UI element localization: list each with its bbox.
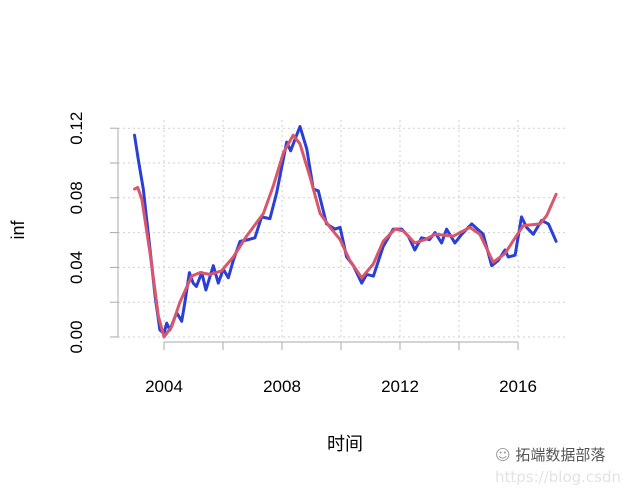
x-tick-label: 2012 — [381, 377, 419, 396]
y-tick-label: 0.00 — [67, 320, 86, 353]
x-tick-label: 2016 — [499, 377, 537, 396]
axes: 2004 2008 2012 2016 0.00 0.04 0.08 0.12 — [67, 112, 537, 396]
y-tick-label: 0.12 — [67, 112, 86, 145]
y-axis-title: inf — [8, 219, 28, 239]
watermark-brand-text: 拓端数据部落 — [515, 446, 606, 464]
series-line-2 — [133, 133, 558, 339]
watermark-brand: ☺ 拓端数据部落 — [495, 446, 605, 464]
watermark-url: https://blog.csdn — [495, 468, 622, 486]
y-tick-label: 0.04 — [67, 251, 86, 284]
series-line-1 — [133, 125, 558, 335]
x-axis-title: 时间 — [327, 434, 363, 454]
x-tick-label: 2008 — [263, 377, 301, 396]
grid — [118, 120, 569, 338]
wechat-logo-icon: ☺ — [495, 446, 511, 464]
x-tick-label: 2004 — [145, 377, 183, 396]
y-tick-label: 0.08 — [67, 181, 86, 214]
series-lines — [133, 125, 558, 339]
